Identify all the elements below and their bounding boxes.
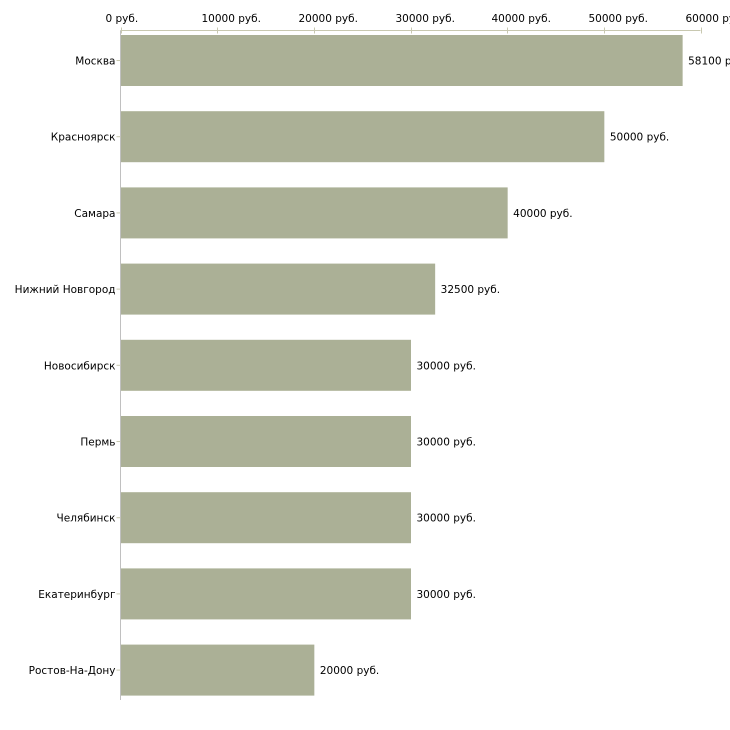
x-tick-label: 30000 руб. — [396, 13, 455, 25]
x-tick-label: 20000 руб. — [299, 13, 358, 25]
x-tick-label: 10000 руб. — [202, 13, 261, 25]
data-label: 30000 руб. — [417, 437, 476, 449]
bar — [121, 644, 315, 696]
bar — [121, 339, 411, 391]
category-label: Пермь — [80, 437, 115, 449]
bar — [121, 111, 605, 163]
data-label: 58100 руб. — [688, 56, 730, 68]
x-tick-label: 50000 руб. — [589, 13, 648, 25]
bar — [121, 187, 508, 239]
bar — [121, 416, 411, 467]
data-label: 30000 руб. — [417, 589, 476, 601]
category-label: Челябинск — [57, 513, 116, 525]
bar — [121, 492, 411, 544]
bar — [121, 263, 436, 315]
x-tick-label: 60000 руб. — [686, 13, 730, 25]
category-label: Самара — [74, 208, 115, 220]
data-label: 50000 руб. — [610, 132, 669, 144]
category-label: Москва — [75, 56, 115, 68]
category-label: Красноярск — [51, 132, 116, 144]
x-tick-label: 0 руб. — [106, 13, 139, 25]
data-label: 40000 руб. — [513, 208, 572, 220]
category-label: Ростов-На-Дону — [29, 665, 116, 677]
data-label: 30000 руб. — [417, 513, 476, 525]
data-label: 20000 руб. — [320, 665, 379, 677]
data-label: 32500 руб. — [441, 284, 500, 296]
x-tick-label: 40000 руб. — [492, 13, 551, 25]
category-label: Нижний Новгород — [15, 284, 116, 296]
data-label: 30000 руб. — [417, 360, 476, 372]
bar — [121, 568, 411, 620]
category-label: Новосибирск — [44, 360, 116, 372]
category-label: Екатеринбург — [38, 589, 115, 601]
bar — [121, 35, 683, 86]
